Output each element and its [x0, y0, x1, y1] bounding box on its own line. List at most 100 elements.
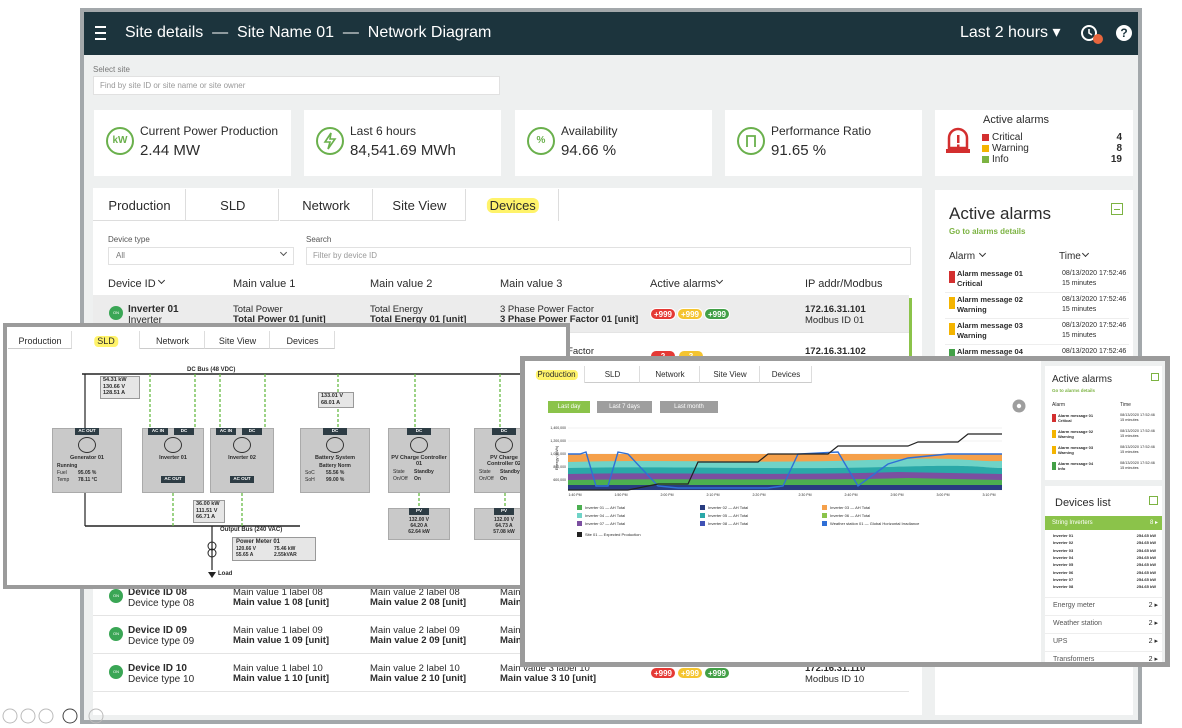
tab[interactable]	[205, 331, 270, 349]
severity-bar	[949, 271, 955, 283]
kpi-label: Availability	[561, 124, 618, 138]
kpi-icon	[316, 127, 344, 155]
group-name[interactable]: UPS	[1053, 638, 1068, 645]
tab[interactable]	[72, 331, 140, 349]
legend-swatch	[700, 521, 705, 526]
site-input[interactable]	[93, 76, 500, 95]
pv-value: 64.20 A	[410, 523, 428, 529]
tab-label[interactable]: SLD	[94, 336, 118, 347]
tab-label[interactable]: Network	[655, 370, 685, 379]
group-name[interactable]: Energy meter	[1053, 602, 1096, 609]
range-button[interactable]	[548, 401, 590, 413]
tab[interactable]	[270, 331, 335, 349]
tab-label[interactable]: Network	[155, 336, 190, 346]
group-row-active[interactable]	[1045, 516, 1162, 530]
range-button[interactable]	[597, 401, 652, 413]
column-header[interactable]: Active alarms	[650, 278, 717, 290]
x-tick-label: 2:00 PM	[660, 493, 674, 497]
tab-label[interactable]: Site View	[392, 198, 447, 213]
port-tag	[75, 428, 99, 435]
detail-value: 95.05 %	[78, 470, 97, 476]
tab-label[interactable]: Devices	[486, 198, 539, 213]
tab[interactable]	[760, 366, 812, 383]
component-icon	[495, 437, 513, 453]
alarm-time: 08/13/2020 17:52:46	[1120, 413, 1155, 417]
collapse-icon[interactable]	[1151, 373, 1159, 381]
tab-label[interactable]: SLD	[604, 370, 621, 379]
tab-label[interactable]: Site View	[713, 370, 747, 379]
range-button-label[interactable]: Last day	[557, 404, 581, 410]
detail-key: State	[393, 469, 405, 475]
legend-label: Site 01 — Expected Production	[585, 531, 641, 537]
column-header: Time	[1059, 251, 1081, 262]
alarm-severity: Warning	[1058, 450, 1074, 455]
tab[interactable]	[279, 189, 373, 221]
column-header[interactable]: Device ID	[108, 278, 156, 290]
tab-label[interactable]: Production	[535, 370, 578, 380]
device-type: Inverter	[128, 315, 162, 326]
device-type-select[interactable]	[108, 247, 294, 265]
group-row[interactable]	[1045, 633, 1162, 650]
tab[interactable]	[186, 189, 280, 221]
kpi-label: Last 6 hours	[350, 124, 417, 138]
tab[interactable]	[93, 189, 186, 221]
collapse-icon[interactable]	[1111, 203, 1123, 215]
alarm-message: Alarm message 02	[1058, 429, 1094, 434]
alarm-pill-text: +999	[707, 309, 727, 319]
device-type: Device type 10	[128, 674, 195, 685]
tab[interactable]	[372, 189, 466, 221]
value: 3 Phase Power Factor 01 [unit]	[500, 314, 639, 325]
alarm-time: 08/13/2020 17:52:46	[1062, 270, 1127, 277]
alarm-pill-text: +999	[680, 668, 700, 678]
tab-label[interactable]: Devices	[771, 370, 801, 379]
port-tag	[174, 428, 194, 435]
port-label: PV	[500, 508, 508, 513]
group-name[interactable]: Transformers	[1053, 656, 1095, 663]
kpi-label: Performance Ratio	[771, 124, 872, 138]
collapse-icon[interactable]	[1149, 496, 1158, 505]
alarms-link[interactable]: Go to alarms details	[949, 227, 1026, 236]
severity-count: 19	[1110, 154, 1122, 165]
group-row[interactable]	[1045, 597, 1162, 614]
search-input[interactable]	[306, 247, 911, 265]
pv-value: 64.73 A	[495, 523, 513, 529]
range-button-label[interactable]: Last 7 days	[609, 404, 640, 410]
tab-label[interactable]: Site View	[218, 336, 257, 346]
legend-label: Inverter 03 — AH Total	[830, 504, 871, 510]
legend-swatch	[577, 513, 582, 518]
tab-label[interactable]: Production	[18, 336, 62, 346]
component-name: Inverter 01	[159, 455, 187, 461]
status-dot	[109, 665, 123, 679]
alarm-icon	[1081, 25, 1103, 44]
legend-label: Inverter 05 — AH Total	[708, 512, 749, 518]
tab[interactable]	[140, 331, 205, 349]
time-range[interactable]: Last 2 hours ▾	[960, 24, 1061, 41]
range-button-label[interactable]: Last month	[674, 404, 704, 410]
tab-label[interactable]: Production	[108, 198, 171, 213]
group-row[interactable]	[1045, 651, 1162, 668]
tab[interactable]	[528, 366, 585, 383]
component-name: Battery System	[314, 455, 356, 461]
tab[interactable]	[700, 366, 760, 383]
tab[interactable]	[466, 189, 560, 221]
severity-bar	[1052, 430, 1056, 438]
tab[interactable]	[640, 366, 700, 383]
tab-label[interactable]: Network	[302, 198, 350, 213]
group-name[interactable]: Weather station	[1053, 620, 1102, 627]
legend-swatch	[577, 521, 582, 526]
help-icon: ?	[1116, 25, 1132, 41]
alarms-link[interactable]: Go to alarms details	[1052, 388, 1096, 393]
tab[interactable]	[585, 366, 640, 383]
tab-label[interactable]: Devices	[286, 336, 319, 346]
component-icon	[78, 437, 96, 453]
inverter-name: Inverter 05	[1053, 562, 1074, 568]
group-name[interactable]: String Inverters	[1052, 520, 1093, 526]
group-row[interactable]	[1045, 615, 1162, 632]
alarm-time: 08/13/2020 17:52:46	[1120, 445, 1155, 449]
reading-value: 133.01 V	[321, 393, 344, 399]
tab[interactable]	[8, 331, 72, 349]
tab-label[interactable]: SLD	[220, 198, 246, 213]
inverter-name: Inverter 04	[1053, 554, 1074, 560]
range-button[interactable]	[660, 401, 718, 413]
inverter-power: 254.65 kW	[1136, 540, 1156, 546]
